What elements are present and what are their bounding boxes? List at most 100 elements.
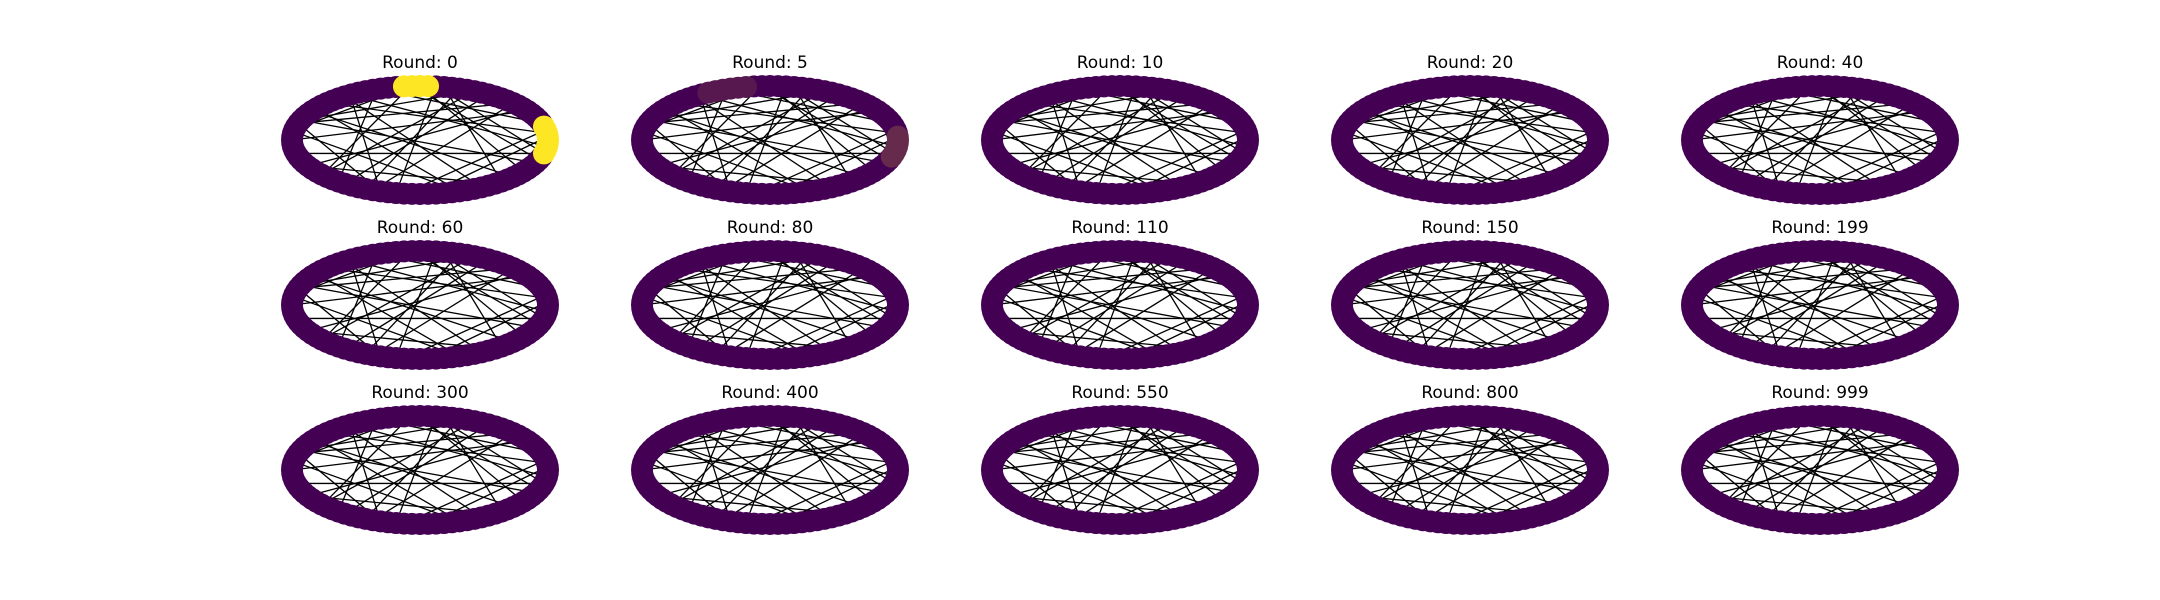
graph-edge <box>1744 260 1883 353</box>
edge-group <box>1691 250 1949 360</box>
graph-edge <box>1021 255 1175 340</box>
graph-edge <box>687 418 728 512</box>
graph-edge <box>1007 437 1224 497</box>
graph-edge <box>1493 416 1553 512</box>
graph-edge <box>1445 251 1487 359</box>
graph-panel: Round: 40 <box>1681 53 1959 205</box>
graph-edge <box>657 272 874 332</box>
graph-edge <box>1011 275 1214 343</box>
graph-node <box>886 297 909 320</box>
graph-edge <box>694 260 833 353</box>
graph-edge <box>443 86 503 182</box>
graph-edge <box>395 416 437 524</box>
graph-node <box>1236 132 1259 155</box>
graph-edge <box>745 416 787 524</box>
graph-edge <box>1700 119 1936 164</box>
graph-edge <box>1361 440 1564 508</box>
graph-edge <box>671 90 825 175</box>
graph-edge <box>1795 416 1837 524</box>
panel-title: Round: 110 <box>1071 218 1168 238</box>
graph-edge <box>1700 449 1936 494</box>
graph-edge <box>1044 95 1183 188</box>
graph-edge <box>1707 437 1924 497</box>
graph-node <box>1936 132 1959 155</box>
graph-edge <box>1350 119 1586 164</box>
graph-edge <box>998 102 1214 124</box>
graph-edge <box>307 272 524 332</box>
graph-panel: Round: 110 <box>981 218 1259 370</box>
graph-edge <box>1348 432 1564 454</box>
graph-edge <box>1371 255 1525 340</box>
graph-edge <box>1698 102 1914 124</box>
graph-edge <box>1394 425 1533 518</box>
graph-edge <box>1371 420 1525 505</box>
graph-edge <box>998 267 1214 289</box>
graph-edge <box>344 95 483 188</box>
graph-edge <box>443 416 503 512</box>
graph-edge <box>1445 416 1487 524</box>
graph-edge <box>1493 251 1553 347</box>
graph-edge <box>648 102 864 124</box>
graph-edge <box>1744 425 1883 518</box>
graph-edge <box>650 449 886 494</box>
graph-edge <box>1387 253 1428 347</box>
graph-edge <box>998 432 1214 454</box>
graph-edge <box>1143 86 1203 182</box>
graph-edge <box>1016 437 1160 522</box>
graph-panel: Round: 20 <box>1331 53 1609 205</box>
graph-edge <box>1721 255 1875 340</box>
node-group <box>1331 75 1609 205</box>
graph-edge <box>344 260 483 353</box>
graph-edge <box>1445 86 1487 194</box>
node-group <box>1331 405 1609 535</box>
graph-edge <box>1095 416 1137 524</box>
graph-edge <box>1394 260 1533 353</box>
graph-edge <box>337 253 378 347</box>
graph-edge <box>1361 275 1564 343</box>
graph-edge <box>321 255 475 340</box>
node-group <box>281 405 559 535</box>
graph-edge <box>661 275 864 343</box>
graph-edge <box>337 418 378 512</box>
graph-edge <box>300 119 536 164</box>
graph-edge <box>1711 110 1914 178</box>
graph-edge <box>1350 449 1586 494</box>
graph-edge <box>395 86 437 194</box>
graph-edge <box>321 90 475 175</box>
graph-panel: Round: 80 <box>631 218 909 370</box>
graph-edge <box>1021 420 1175 505</box>
graph-edge <box>1716 272 1860 357</box>
panel-title: Round: 800 <box>1421 383 1518 403</box>
graph-node <box>536 462 559 485</box>
graph-edge <box>1143 251 1203 347</box>
graph-edge <box>694 95 833 188</box>
graph-edge <box>316 107 460 192</box>
panel-title: Round: 199 <box>1771 218 1868 238</box>
graph-edge <box>1143 416 1203 512</box>
graph-edge <box>1707 107 1924 167</box>
graph-edge <box>1044 425 1183 518</box>
graph-edge <box>321 420 475 505</box>
graph-edge <box>337 88 378 182</box>
graph-node <box>1586 132 1609 155</box>
graph-edge <box>1387 88 1428 182</box>
graph-edge <box>1357 107 1574 167</box>
node-group <box>631 240 909 370</box>
graph-edge <box>661 440 864 508</box>
graph-edge <box>694 425 833 518</box>
graph-edge <box>1721 90 1875 175</box>
panel-title: Round: 300 <box>371 383 468 403</box>
graph-edge <box>687 88 728 182</box>
graph-edge <box>1387 418 1428 512</box>
graph-edge <box>298 102 514 124</box>
graph-panel: Round: 999 <box>1681 383 1959 535</box>
graph-edge <box>298 267 514 289</box>
graph-node <box>1586 462 1609 485</box>
graph-edge <box>1795 251 1837 359</box>
graph-panel: Round: 0 <box>281 53 559 205</box>
graph-node-highlighted <box>886 132 909 155</box>
graph-panel: Round: 150 <box>1331 218 1609 370</box>
panel-title: Round: 400 <box>721 383 818 403</box>
graph-edge <box>316 437 460 522</box>
graph-edge <box>745 251 787 359</box>
